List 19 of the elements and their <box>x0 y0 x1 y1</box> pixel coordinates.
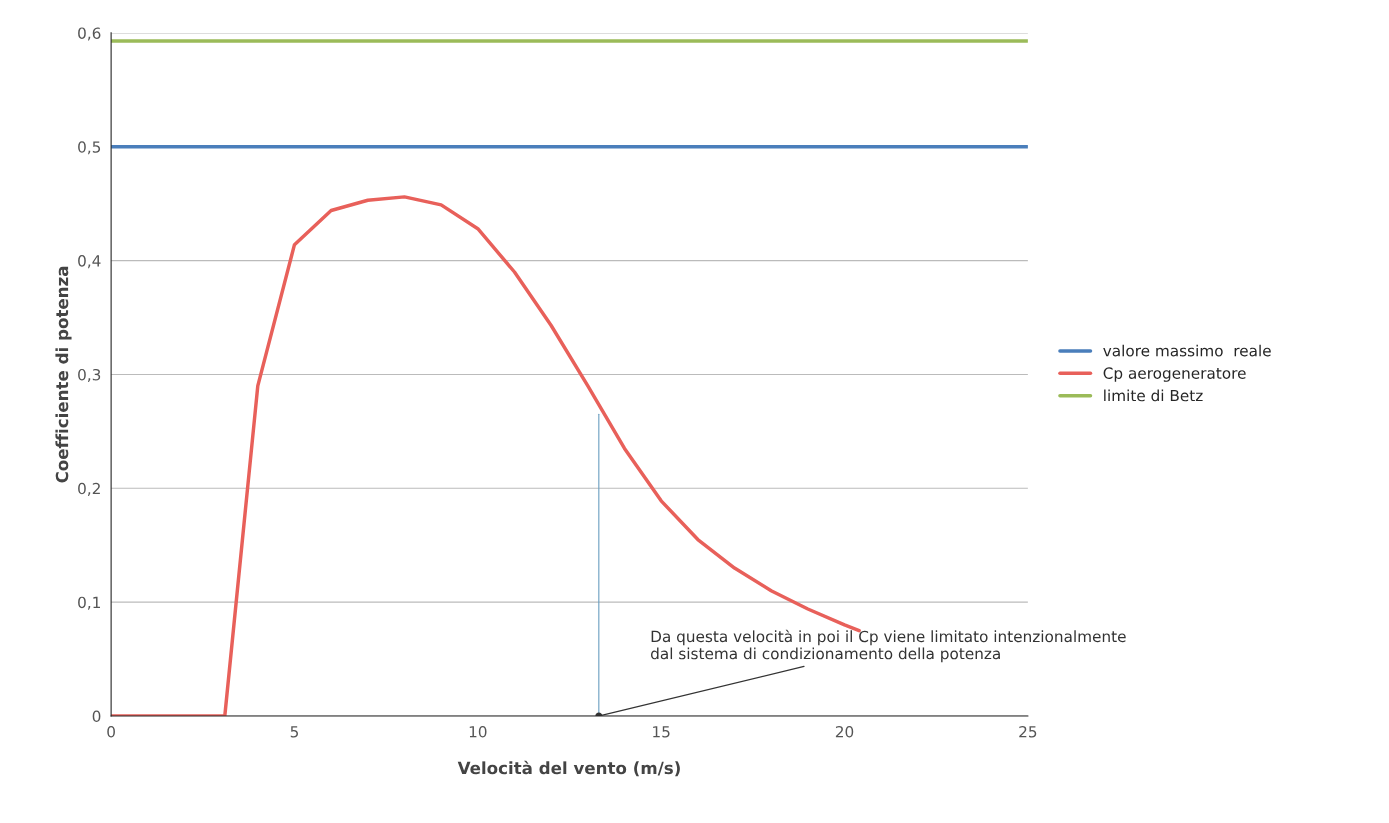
legend-label: valore massimo reale <box>1103 344 1271 357</box>
legend-label: limite di Betz <box>1104 389 1203 402</box>
y-tick-label: 0,6 <box>78 27 101 41</box>
y-tick-label: 0 <box>92 710 101 723</box>
x-tick-label: 10 <box>469 726 487 738</box>
x-tick-label: 0 <box>107 726 115 738</box>
x-tick-label: 20 <box>835 726 854 738</box>
y-tick-label: 0,3 <box>78 368 101 383</box>
legend-label: Cp aerogeneratore <box>1103 367 1246 382</box>
x-tick-label: 25 <box>1019 726 1037 738</box>
annotation: Da questa velocità in poi il Cp viene limitato intenzionalmente dal sistema di condizionamento della potenza <box>651 629 1126 663</box>
y-tick-label: 0,5 <box>78 141 101 155</box>
x-axis-title: Velocità del vento (m/s) <box>457 760 680 777</box>
y-axis-title: Coefficiente di potenza <box>55 266 72 483</box>
y-tick-label: 0,2 <box>78 482 100 496</box>
x-tick-label: 5 <box>290 726 298 738</box>
y-tick-label: 0,4 <box>78 255 101 269</box>
y-tick-label: 0,1 <box>78 596 100 610</box>
x-tick-label: 15 <box>653 726 670 738</box>
